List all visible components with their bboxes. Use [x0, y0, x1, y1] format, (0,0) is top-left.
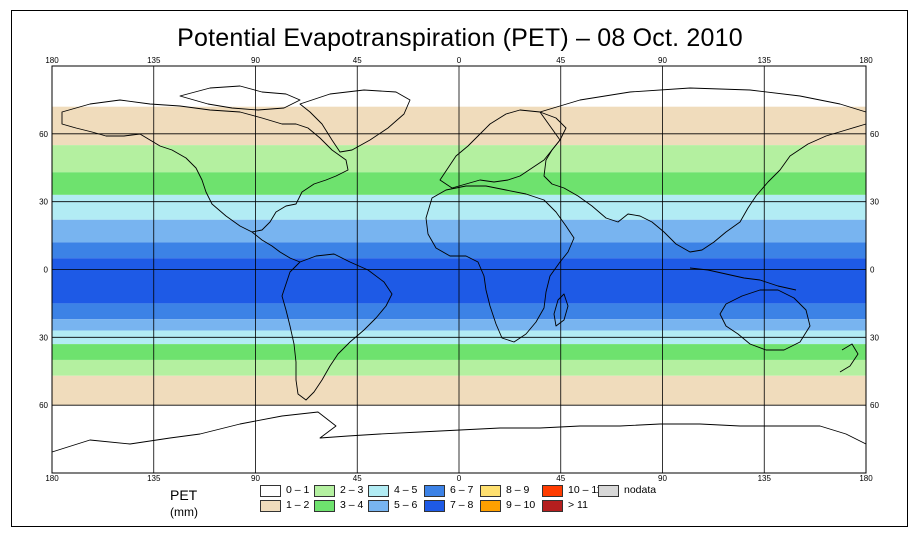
legend-swatch-3	[314, 500, 335, 512]
australia-outline	[719, 289, 811, 351]
antarctica-outline	[51, 411, 867, 453]
legend-swatch-12	[598, 485, 619, 497]
legend-label-11: > 11	[568, 499, 588, 511]
legend-label-6: 6 – 7	[450, 484, 474, 496]
legend-label-4: 4 – 5	[394, 484, 418, 496]
madagascar-outline	[553, 293, 569, 327]
bottom-lon-tick-1: 135	[147, 474, 161, 483]
new-zealand-outline	[839, 343, 859, 373]
north-america-outline	[61, 99, 349, 233]
legend-swatch-11	[542, 500, 563, 512]
arctic-islands-outline	[179, 85, 301, 111]
legend-swatch-4	[368, 485, 389, 497]
map-border	[51, 65, 867, 474]
map-title: Potential Evapotranspiration (PET) – 08 …	[177, 24, 743, 52]
legend-title: PET (mm)	[170, 487, 198, 519]
legend-swatch-1	[260, 500, 281, 512]
right-lat-tick-3: 30	[870, 333, 879, 342]
bottom-lon-tick-3: 45	[353, 474, 362, 483]
legend-label-1: 1 – 2	[286, 499, 310, 511]
legend-swatch-9	[480, 500, 501, 512]
right-lat-tick-1: 30	[870, 198, 879, 207]
legend-label-2: 2 – 3	[340, 484, 364, 496]
bottom-lon-tick-0: 180	[45, 474, 59, 483]
legend-label-8: 8 – 9	[506, 484, 530, 496]
legend-swatch-2	[314, 485, 335, 497]
top-lon-tick-3: 45	[353, 56, 362, 65]
legend-label-10: 10 – 11	[568, 484, 603, 496]
left-lat-tick-0: 60	[39, 130, 48, 139]
top-lon-tick-5: 45	[556, 56, 565, 65]
bottom-lon-tick-4: 0	[457, 474, 462, 483]
left-lat-tick-3: 30	[39, 333, 48, 342]
legend-unit: (mm)	[170, 505, 198, 519]
legend-label-9: 9 – 10	[506, 499, 536, 511]
left-lat-tick-2: 0	[44, 266, 49, 275]
left-lat-tick-4: 60	[39, 401, 48, 410]
top-lon-tick-6: 90	[658, 56, 667, 65]
right-lat-tick-4: 60	[870, 401, 879, 410]
central-america-outline	[251, 231, 301, 263]
legend-title-text: PET	[170, 487, 197, 503]
legend-swatch-10	[542, 485, 563, 497]
legend-swatch-0	[260, 485, 281, 497]
legend-label-12: nodata	[624, 484, 657, 496]
legend-label-7: 7 – 8	[450, 499, 474, 511]
south-america-outline	[281, 253, 393, 401]
africa-outline	[425, 185, 575, 343]
legend-label-3: 3 – 4	[340, 499, 364, 511]
legend-label-0: 0 – 1	[286, 484, 310, 496]
figure-frame	[11, 10, 908, 527]
bottom-lon-tick-2: 90	[251, 474, 260, 483]
legend-label-5: 5 – 6	[394, 499, 418, 511]
top-lon-tick-8: 180	[859, 56, 873, 65]
top-lon-tick-0: 180	[45, 56, 59, 65]
top-lon-tick-7: 135	[758, 56, 772, 65]
left-lat-tick-1: 30	[39, 198, 48, 207]
bottom-lon-tick-5: 45	[556, 474, 565, 483]
right-lat-tick-0: 60	[870, 130, 879, 139]
top-lon-tick-2: 90	[251, 56, 260, 65]
indonesia-outline	[689, 267, 797, 291]
legend-swatch-6	[424, 485, 445, 497]
legend-swatch-5	[368, 500, 389, 512]
top-lon-tick-1: 135	[147, 56, 161, 65]
bottom-lon-tick-8: 180	[859, 474, 873, 483]
asia-outline	[539, 87, 867, 253]
axis-tick-labels: 180 180 135 135 90 90 45 45 0 0 45 45 90 90 135 135 180 1…	[39, 56, 879, 483]
legend-swatch-7	[424, 500, 445, 512]
bottom-lon-tick-7: 135	[758, 474, 772, 483]
legend-swatch-8	[480, 485, 501, 497]
right-lat-tick-2: 0	[870, 266, 875, 275]
bottom-lon-tick-6: 90	[658, 474, 667, 483]
top-lon-tick-4: 0	[457, 56, 462, 65]
